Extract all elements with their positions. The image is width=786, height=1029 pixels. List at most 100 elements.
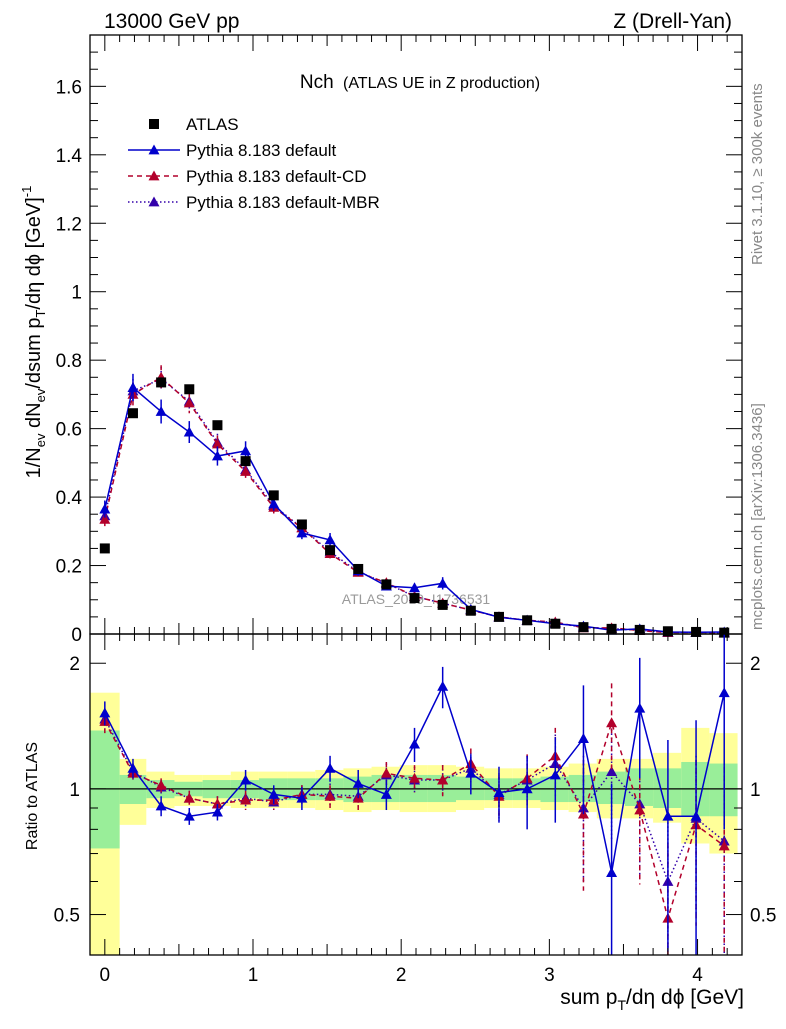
ratio-point: [409, 772, 421, 783]
data-point: [211, 438, 223, 449]
ratio-point: [211, 798, 223, 809]
plot-title: Nch (ATLAS UE in Z production): [300, 72, 540, 93]
ratio-point: [127, 762, 139, 773]
ratio-point: [155, 779, 167, 790]
data-point-atlas: [212, 420, 223, 431]
ratio-point: [493, 787, 505, 797]
x-tick-label: 0: [100, 965, 111, 986]
x-tick-label: 2: [396, 965, 407, 986]
legend-marker: [148, 196, 160, 207]
ratio-series-line: [104, 720, 725, 921]
ratio-point: [634, 702, 646, 713]
ratio-point: [324, 762, 336, 773]
ratio-point: [240, 794, 252, 805]
ratio-point: [634, 804, 646, 815]
legend-marker-atlas: [149, 119, 159, 129]
data-point-atlas: [437, 599, 448, 610]
ratio-point: [437, 680, 449, 691]
data-point-atlas: [353, 563, 364, 574]
ratio-point: [718, 840, 730, 851]
ratio-y-tick-label: 0.5: [54, 906, 80, 927]
data-point: [437, 577, 449, 588]
data-point-atlas: [184, 384, 195, 395]
data-point-atlas: [634, 624, 645, 635]
side-text-bottom: mcplots.cern.ch [arXiv:1306.3436]: [749, 403, 766, 630]
header-right: Z (Drell-Yan): [613, 10, 732, 33]
data-point: [127, 382, 139, 392]
legend-label: Pythia 8.183 default: [186, 141, 337, 160]
y-tick-label: 0: [71, 625, 82, 646]
data-point-atlas: [550, 618, 561, 629]
ratio-point: [211, 806, 223, 817]
data-point-atlas: [522, 615, 533, 626]
data-point-atlas: [381, 579, 392, 590]
data-point: [240, 445, 252, 456]
ratio-point: [465, 767, 477, 778]
ratio-y-tick-label-right: 2: [750, 654, 761, 675]
ratio-point: [99, 707, 111, 718]
ratio-point: [268, 788, 280, 799]
series-line: [104, 376, 725, 634]
ratio-point: [409, 738, 421, 749]
data-point-atlas: [409, 593, 420, 604]
y-tick-label: 1.4: [56, 146, 83, 167]
ratio-point: [296, 792, 308, 803]
ratio-point: [240, 774, 252, 785]
data-point-atlas: [465, 605, 476, 616]
legend-label: Pythia 8.183 default-MBR: [186, 193, 380, 212]
ratio-point: [577, 733, 589, 743]
ratio-point: [437, 774, 449, 785]
data-point: [99, 503, 111, 514]
data-point-atlas: [240, 456, 251, 467]
y-tick-label: 1.2: [56, 214, 82, 235]
data-point-atlas: [691, 626, 702, 637]
ratio-y-tick-label: 2: [69, 654, 80, 675]
data-point: [296, 527, 308, 538]
main-panel: [99, 365, 730, 638]
data-point-atlas: [127, 408, 138, 419]
data-point: [324, 534, 336, 545]
y-tick-label: 0.2: [56, 557, 82, 578]
ratio-point: [606, 766, 618, 777]
y-tick-label: 0.6: [56, 420, 82, 441]
data-point-atlas: [606, 623, 617, 634]
header-left: 13000 GeV pp: [104, 10, 239, 33]
data-point-atlas: [156, 377, 167, 388]
x-axis-label: sum pT/dη dϕ [GeV]: [560, 986, 744, 1013]
data-point: [268, 498, 280, 509]
legend: ATLAS Pythia 8.183 default Pythia 8.183 de…: [128, 115, 380, 212]
main-y-axis-label: 1/Nev dNev/dsum pT/dη dϕ [GeV]-1: [19, 186, 48, 479]
data-point-atlas: [493, 611, 504, 622]
data-point: [240, 465, 252, 476]
ratio-point: [718, 687, 730, 698]
legend-marker: [148, 170, 160, 181]
y-tick-label: 1.6: [56, 77, 82, 98]
legend-label: Pythia 8.183 default-CD: [186, 167, 367, 186]
ratio-point: [690, 810, 702, 821]
data-point-atlas: [99, 543, 110, 554]
y-tick-label: 0.8: [56, 351, 82, 372]
data-point-atlas: [578, 622, 589, 633]
data-point-atlas: [325, 545, 336, 556]
data-point: [409, 582, 421, 593]
x-tick-label: 4: [692, 965, 703, 986]
ratio-y-tick-label-right: 1: [750, 780, 761, 801]
plot-title-main: Nch: [300, 72, 334, 93]
data-point: [211, 450, 223, 461]
ratio-point: [324, 790, 336, 801]
axes: 0 0.2 0.4 0.6 0.8 1 1.2 1.4 1.6 0 1 2 3 4 0.5 0.5 1 1 2 2: [54, 34, 776, 986]
y-tick-label: 1: [71, 283, 82, 304]
data-point: [99, 513, 111, 524]
ratio-point: [521, 783, 533, 794]
ratio-point: [380, 767, 392, 778]
ratio-y-tick-label: 1: [69, 780, 80, 801]
data-point: [183, 397, 195, 408]
ratio-point: [183, 810, 195, 821]
data-point: [183, 426, 195, 437]
legend-marker: [148, 144, 160, 155]
ratio-point: [606, 867, 618, 878]
legend-label: ATLAS: [186, 115, 239, 134]
ratio-y-tick-label-right: 0.5: [750, 906, 776, 927]
ratio-point: [380, 788, 392, 799]
